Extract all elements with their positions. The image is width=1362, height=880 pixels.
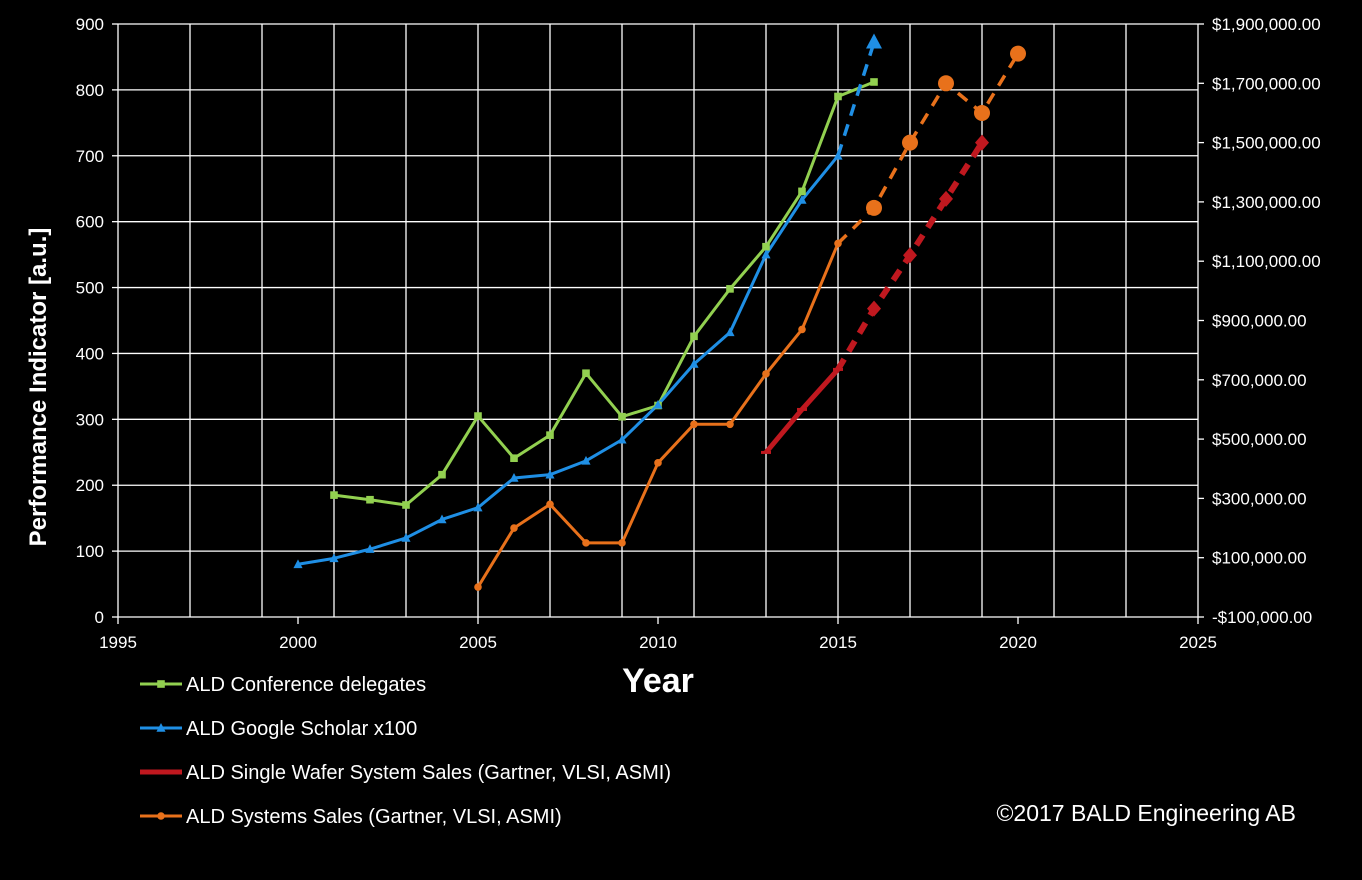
series-1-point <box>689 359 699 368</box>
copyright-notice: ©2017 BALD Engineering AB <box>996 800 1296 826</box>
x-tick-label: 2020 <box>999 633 1037 652</box>
series-1-point <box>365 544 375 553</box>
y-axis-title: Performance Indicator [a.u.] <box>25 228 52 547</box>
series-2-projection-point <box>939 190 953 207</box>
y-tick-label: 900 <box>76 15 104 34</box>
series-0-point <box>618 412 626 421</box>
series-0-point <box>510 454 518 463</box>
series-3-point <box>726 420 734 429</box>
legend-swatch-marker <box>157 680 165 688</box>
series-3-projection-point <box>866 199 882 216</box>
series-0-point <box>582 369 590 378</box>
y2-tick-label: $100,000.00 <box>1212 549 1307 568</box>
series-2-projection-point <box>867 300 881 317</box>
y2-tick-label: $500,000.00 <box>1212 430 1307 449</box>
series-1-point <box>473 502 483 512</box>
series-0-point <box>438 470 446 479</box>
series-0-point <box>690 332 698 341</box>
legend-label: ALD Systems Sales (Gartner, VLSI, ASMI) <box>186 806 562 828</box>
series-1-point <box>833 150 843 160</box>
legend-swatch-marker <box>157 812 165 820</box>
axes: 0 100 200 300 400 500 600 700 800 900 -$100,000.00… <box>76 15 1321 652</box>
y-tick-label: 700 <box>76 147 104 166</box>
y2-tick-label: $1,100,000.00 <box>1212 252 1321 271</box>
series-1-point <box>653 399 663 409</box>
y2-tick-label: $1,700,000.00 <box>1212 74 1321 93</box>
y2-tick-label: $900,000.00 <box>1212 312 1307 331</box>
y2-tick-label: $1,900,000.00 <box>1212 15 1321 34</box>
y2-tick-label: $1,500,000.00 <box>1212 134 1321 153</box>
y-tick-label: 400 <box>76 344 104 363</box>
y2-tick-label: $300,000.00 <box>1212 489 1307 508</box>
series-0-line <box>333 80 875 507</box>
series-3-projection-point <box>1010 45 1026 62</box>
series-3-point <box>798 325 806 334</box>
series-1-point <box>581 455 591 465</box>
series-1-point <box>509 473 519 482</box>
y2-tick-label: $700,000.00 <box>1212 371 1307 390</box>
series-0-point <box>762 242 770 251</box>
y-tick-label: 200 <box>76 476 104 495</box>
series-0-point <box>870 78 878 86</box>
series-1-point <box>437 514 447 524</box>
y2-tick-label: $1,300,000.00 <box>1212 193 1321 212</box>
legend-label: ALD Conference delegates <box>186 674 426 696</box>
series-3-projection-point <box>938 75 954 92</box>
legend-label: ALD Single Wafer System Sales (Gartner, … <box>186 762 671 784</box>
series-3-point <box>546 500 554 509</box>
series-1-projection-point <box>866 33 882 49</box>
y2-tick-label: -$100,000.00 <box>1212 608 1312 627</box>
series-3-point <box>474 583 482 591</box>
series-2-projection-point <box>975 134 989 151</box>
series-1-point <box>761 249 771 259</box>
y-tick-label: 800 <box>76 81 104 100</box>
x-tick-label: 2000 <box>279 633 317 652</box>
grid <box>117 23 1199 618</box>
series-0-point <box>474 412 482 420</box>
x-tick-label: 2010 <box>639 633 677 652</box>
series-1-point <box>617 434 627 444</box>
x-tick-label: 2015 <box>819 633 857 652</box>
series-1-line <box>297 154 840 566</box>
series-1-point <box>797 194 807 204</box>
series-0-point <box>726 285 734 293</box>
series-3-point <box>582 539 590 547</box>
y-tick-label: 500 <box>76 279 104 298</box>
y-tick-label: 100 <box>76 542 104 561</box>
series-1-point <box>545 469 555 479</box>
y-tick-label: 300 <box>76 410 104 429</box>
series-0-point <box>546 431 554 439</box>
series-3-point <box>510 524 518 532</box>
x-tick-label: 2025 <box>1179 633 1217 652</box>
series-3-projection-line <box>836 52 1020 245</box>
series-3-point <box>654 459 662 467</box>
legend: ALD Conference delegates ALD Google Schol… <box>140 674 671 828</box>
x-tick-label: 1995 <box>99 633 137 652</box>
x-tick-label: 2005 <box>459 633 497 652</box>
series-1-point <box>725 327 735 337</box>
series-3-point <box>762 370 770 378</box>
series-1-point <box>401 532 411 542</box>
y-tick-label: 600 <box>76 213 104 232</box>
series-2-projection-point <box>903 247 917 264</box>
series-3-point <box>618 539 626 547</box>
series-1-point <box>329 553 339 563</box>
series-3-projection-point <box>974 104 990 121</box>
series-3-projection-point <box>902 134 918 151</box>
series-0-point <box>402 501 410 509</box>
series-3-point <box>690 420 698 429</box>
x-axis-title: Year <box>622 662 694 700</box>
series-1-point <box>293 559 303 569</box>
y-tick-label: 0 <box>95 608 104 627</box>
series-0-point <box>366 495 374 504</box>
series-0-point <box>798 187 806 196</box>
series-0-point <box>834 92 842 101</box>
series-3-point <box>834 239 842 248</box>
series-markers <box>293 33 1026 591</box>
legend-swatch-marker <box>156 723 166 732</box>
legend-label: ALD Google Scholar x100 <box>186 718 417 740</box>
series-0-point <box>330 491 338 499</box>
